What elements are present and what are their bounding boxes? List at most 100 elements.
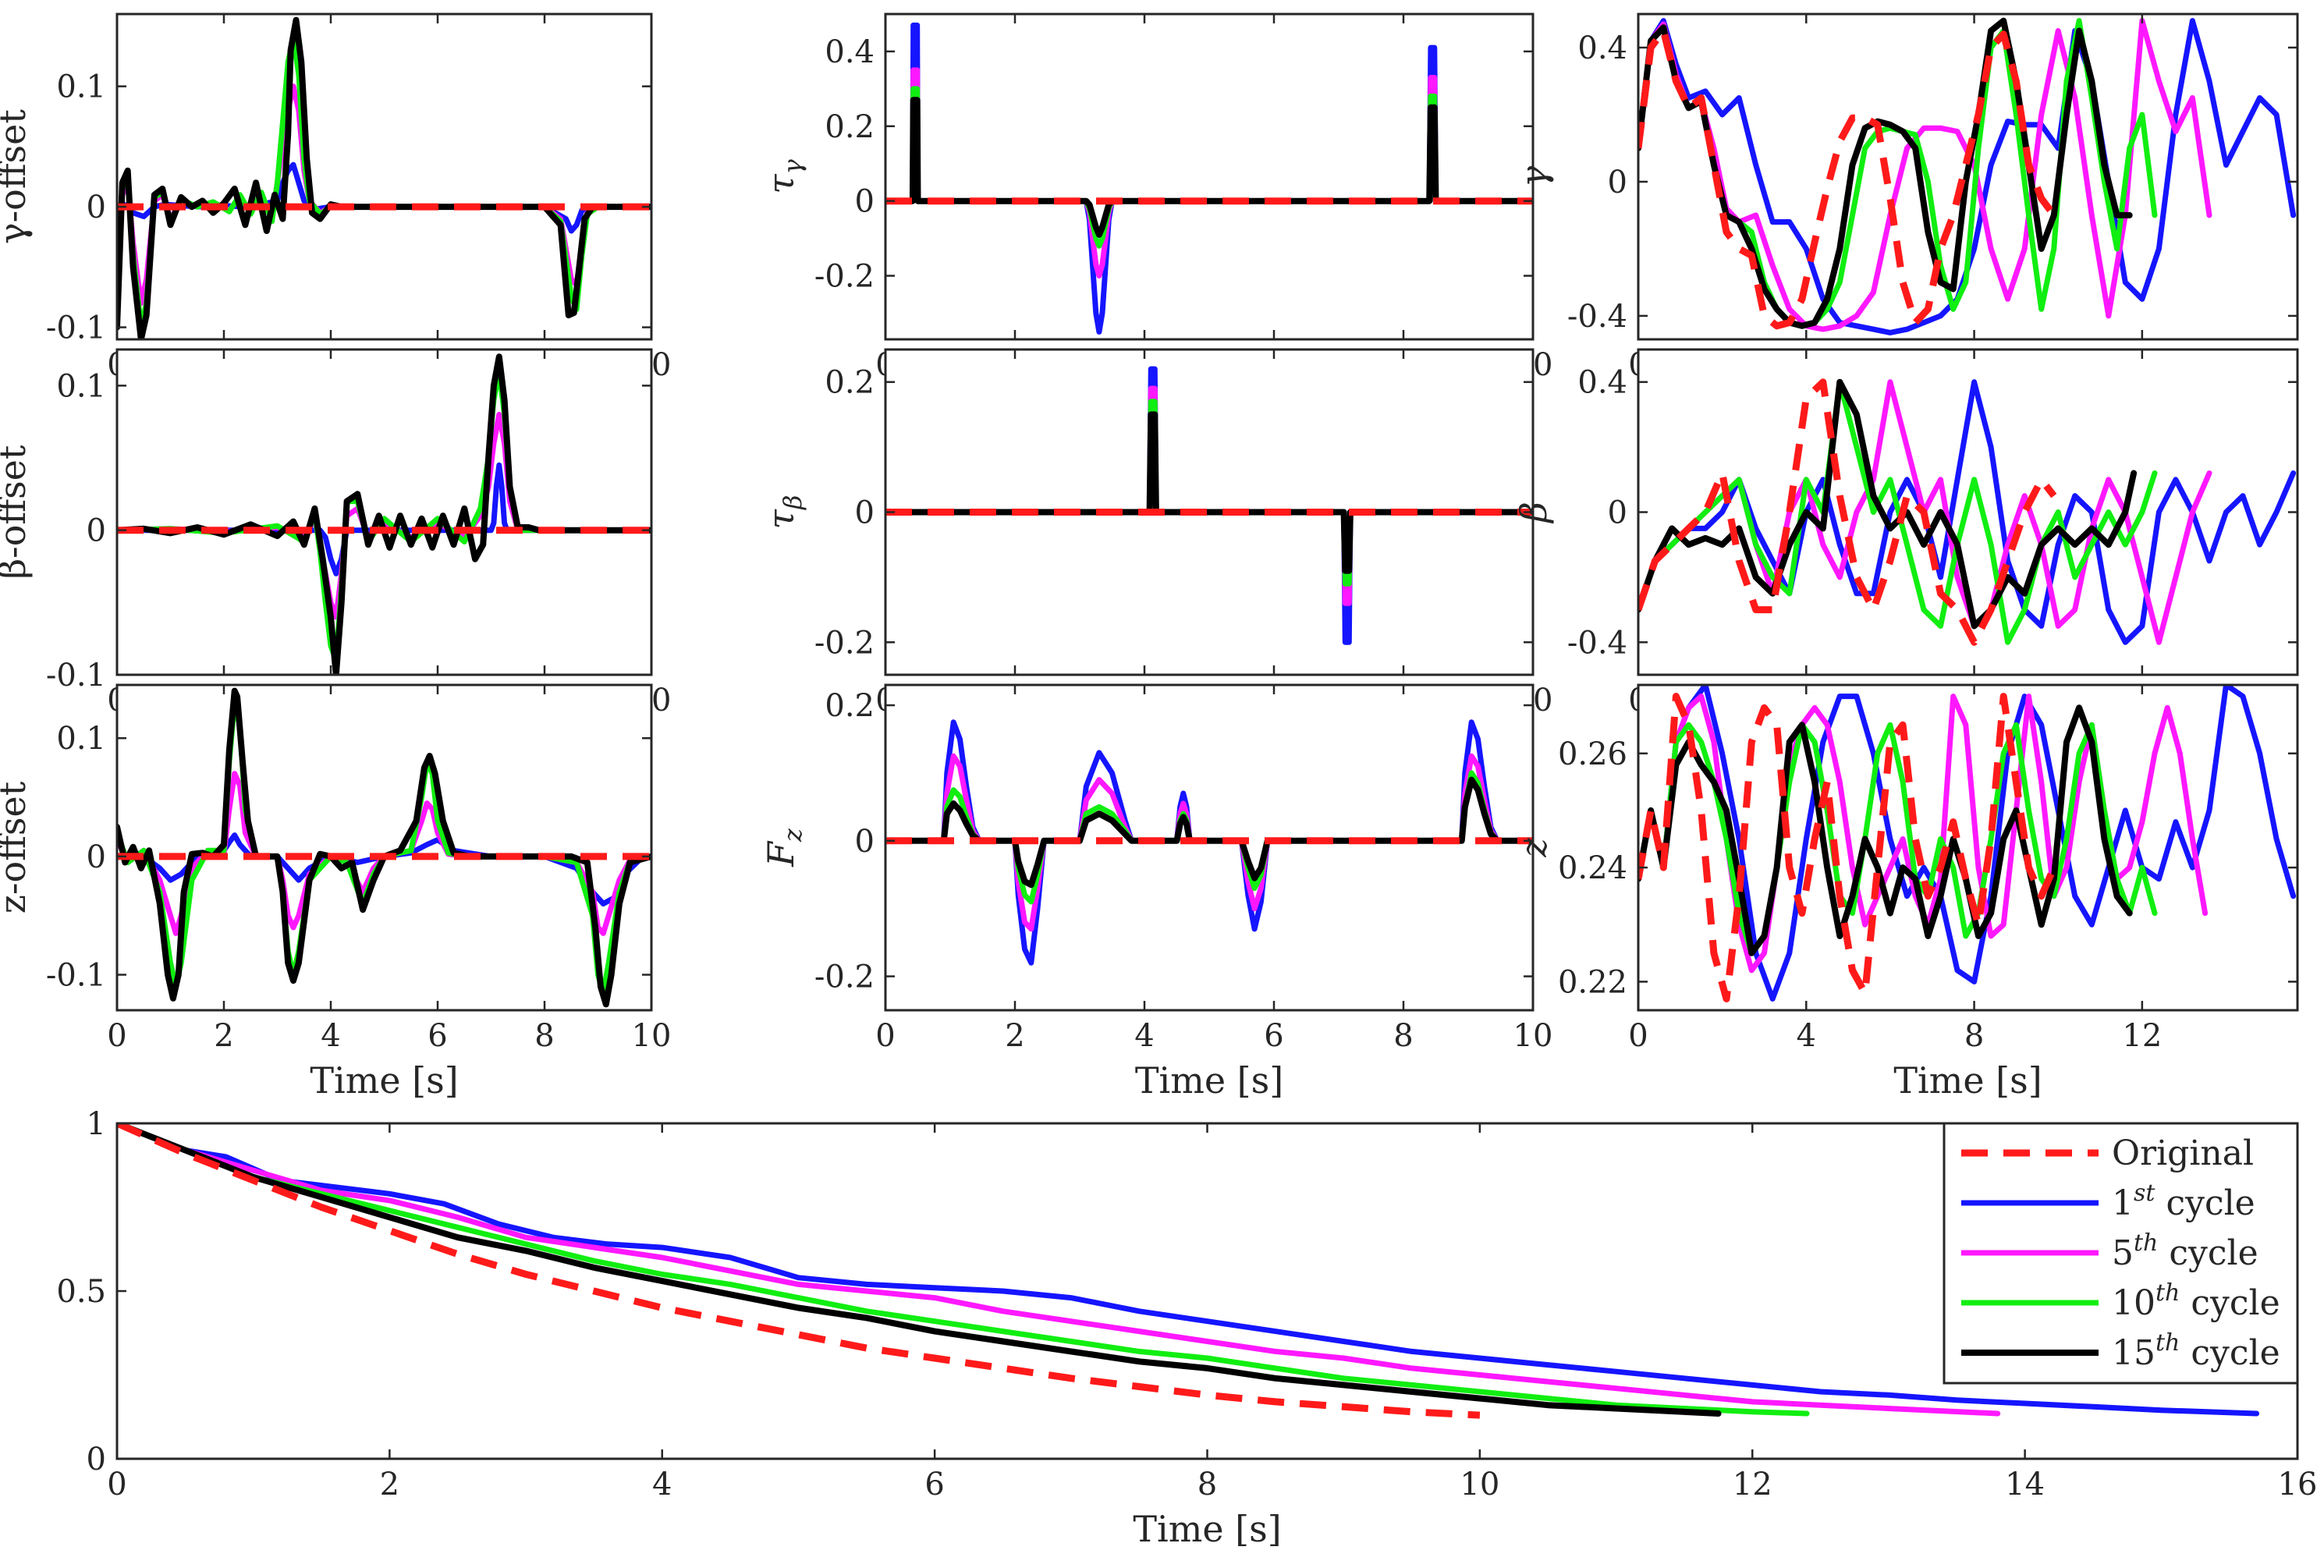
y-axis-label: γ: [1513, 165, 1555, 187]
y-tick-label: 0: [855, 824, 875, 860]
panel-p10: 0 2 4 6 8 10 12 14 16 0 0.5 1 Time [s]: [56, 1106, 2317, 1550]
plot-background: [117, 349, 651, 675]
y-tick-label: 0: [87, 190, 106, 225]
x-tick-label: 6: [1264, 1018, 1283, 1054]
series-group: [885, 719, 1533, 966]
series-line-cycle15: [885, 97, 1533, 238]
plot-background: [117, 685, 651, 1010]
series-line-cycle5: [117, 1123, 2001, 1417]
y-tick-label: -0.4: [1567, 625, 1627, 661]
axes-frame: [115, 348, 653, 676]
panel-p9: 0 4 8 12 0.22 0.24 0.26 Time [s] z: [1513, 683, 2299, 1102]
y-tick-label: -0.2: [814, 625, 875, 661]
x-tick-label: 4: [321, 1018, 340, 1054]
y-tick-label: 0.1: [56, 368, 106, 404]
series-line-cycle10: [117, 1123, 1810, 1417]
x-tick-label: 6: [924, 1467, 944, 1502]
series-line-cycle15: [885, 411, 1533, 574]
series-group: [1638, 378, 2297, 646]
y-tick-label: 0.26: [1558, 736, 1627, 772]
x-tick-label: 0: [107, 1467, 126, 1502]
axes-frame: [115, 683, 653, 1012]
y-axis-label: τγ: [760, 158, 807, 193]
y-axis-label: γ-offset: [0, 109, 34, 244]
series-line-cycle10: [1638, 722, 2158, 956]
series-group: [1638, 685, 2297, 1002]
series-line-cycle15: [1638, 378, 2138, 630]
series-group: [885, 22, 1533, 335]
y-tick-label: 0: [1608, 495, 1627, 531]
x-tick-label: 4: [1797, 1018, 1816, 1054]
series-line-cycle15: [885, 776, 1533, 889]
plot-background: [885, 685, 1533, 1010]
series-group: [117, 353, 651, 675]
series-line-cycle1: [117, 1123, 2260, 1417]
legend-entry-cycle10: 10th cycle: [2112, 1279, 2280, 1323]
y-tick-label: 1: [87, 1106, 106, 1142]
y-axis-label: β: [1513, 502, 1555, 524]
axes-frame: [115, 12, 653, 341]
plot-background: [117, 1123, 2297, 1459]
y-axis-label: β-offset: [0, 445, 34, 579]
legend-entry-cycle1: 1st cycle: [2112, 1180, 2255, 1223]
legend-entry-cycle5: 5th cycle: [2112, 1229, 2258, 1273]
x-axis-label: Time [s]: [1133, 1508, 1281, 1550]
axes-frame: [1637, 12, 2299, 341]
x-tick-label: 10: [1460, 1467, 1499, 1502]
y-tick-label: 0: [87, 1442, 106, 1478]
x-tick-label: 0: [1628, 1018, 1648, 1054]
plot-background: [885, 14, 1533, 339]
series-line-cycle15: [117, 1123, 1722, 1417]
y-tick-label: 0.2: [825, 688, 875, 724]
y-tick-label: 0.4: [825, 34, 875, 70]
y-axis-label: τβ: [760, 495, 807, 530]
series-group: [117, 16, 651, 339]
y-tick-label: 0: [1608, 165, 1627, 200]
x-tick-label: 10: [1513, 1018, 1553, 1054]
y-tick-label: 0: [855, 184, 875, 220]
series-group: [885, 366, 1533, 645]
series-line-original: [1638, 693, 2057, 1002]
series-line-cycle5: [885, 67, 1533, 278]
x-axis-label: Time [s]: [1893, 1059, 2042, 1102]
x-tick-label: 4: [652, 1467, 672, 1502]
x-tick-label: 14: [2005, 1467, 2045, 1502]
y-tick-label: 0.24: [1558, 850, 1627, 886]
y-axis-label: Fz: [760, 828, 807, 867]
y-axis-label-symbol: τ: [760, 173, 802, 194]
y-tick-label: -0.1: [46, 658, 106, 694]
y-tick-label: -0.1: [46, 310, 106, 346]
x-tick-label: 8: [534, 1018, 554, 1054]
y-axis-label-symbol: F: [760, 840, 802, 867]
y-tick-label: 0: [87, 513, 106, 549]
axes-frame: [1637, 683, 2299, 1012]
series-line-cycle1: [885, 22, 1533, 335]
y-tick-label: 0.4: [1577, 365, 1627, 401]
y-tick-label: 0.1: [56, 721, 106, 757]
axes-frame: [884, 12, 1535, 341]
y-tick-label: 0.2: [825, 109, 875, 145]
panels: 0246810-0.100.1γ-offset0246810-0.200.20.…: [0, 12, 2317, 1550]
axes-frame: [884, 683, 1535, 1012]
y-tick-label: -0.1: [46, 958, 106, 994]
y-tick-label: 0.4: [1577, 30, 1627, 66]
x-tick-label: 8: [1393, 1018, 1413, 1054]
x-tick-label: 12: [2122, 1018, 2162, 1054]
x-tick-label: 0: [875, 1018, 895, 1054]
series-group: [1638, 17, 2297, 335]
x-axis-label: Time [s]: [1135, 1059, 1283, 1102]
series-line-cycle10: [885, 86, 1533, 249]
y-axis-label-subscript: z: [778, 828, 807, 843]
series-line-cycle15: [1638, 704, 2133, 956]
legend-entry-cycle15: 15th cycle: [2112, 1329, 2280, 1373]
series-group: [117, 1123, 2260, 1419]
y-tick-label: 0.2: [825, 365, 875, 401]
x-tick-label: 8: [1964, 1018, 1984, 1054]
